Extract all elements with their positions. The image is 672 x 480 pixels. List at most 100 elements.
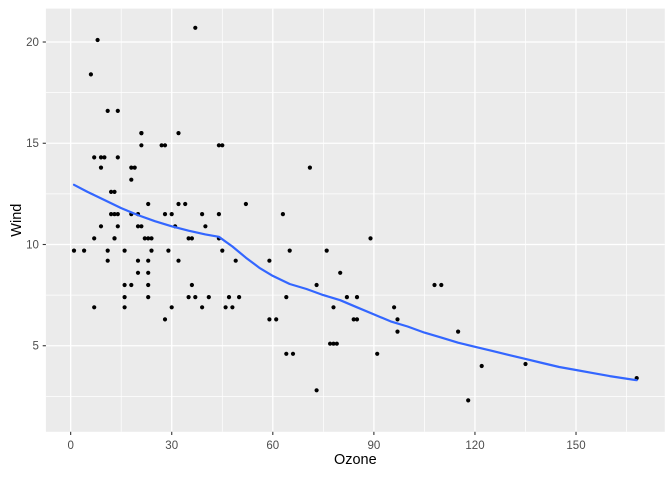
data-point — [395, 317, 400, 322]
data-point — [466, 398, 471, 403]
data-point — [375, 351, 380, 356]
data-point — [280, 212, 285, 217]
data-point — [331, 341, 336, 346]
data-point — [274, 317, 279, 322]
axis-tick-marks — [42, 41, 577, 435]
data-point — [112, 212, 117, 217]
data-point — [230, 305, 235, 310]
data-point — [122, 305, 127, 310]
data-point — [395, 329, 400, 334]
data-point — [392, 305, 397, 310]
data-point — [189, 282, 194, 288]
data-point — [200, 305, 205, 310]
x-axis-title: Ozone — [334, 452, 377, 468]
data-point — [105, 248, 110, 253]
data-point — [166, 248, 171, 253]
data-point — [200, 212, 205, 217]
data-point — [193, 295, 198, 300]
y-axis-tick-labels: 5 10 15 20 — [26, 37, 39, 353]
data-point — [139, 143, 144, 148]
data-point — [338, 270, 343, 275]
data-point — [206, 295, 211, 300]
data-point — [149, 248, 154, 253]
data-point — [314, 282, 319, 288]
data-point — [129, 177, 134, 182]
data-point — [122, 295, 127, 300]
data-point — [176, 201, 181, 207]
data-point — [186, 236, 191, 241]
data-point — [146, 295, 151, 300]
data-point — [142, 236, 147, 241]
data-point — [98, 224, 104, 229]
data-point — [287, 248, 292, 253]
data-point — [162, 143, 168, 148]
data-point — [135, 258, 141, 263]
data-point — [129, 165, 134, 170]
data-point — [351, 317, 356, 322]
data-point — [284, 295, 289, 300]
data-point — [176, 131, 181, 136]
data-point — [146, 270, 151, 275]
data-point — [354, 295, 360, 300]
data-point — [334, 341, 339, 346]
data-point — [344, 295, 349, 300]
data-point — [220, 248, 225, 253]
y-axis-tick-label: 10 — [26, 239, 39, 251]
data-point — [169, 212, 174, 217]
data-point — [102, 155, 107, 160]
x-axis-tick-label: 90 — [368, 440, 381, 452]
data-point — [139, 224, 144, 229]
data-point — [216, 143, 221, 148]
data-point — [331, 305, 336, 310]
data-point — [267, 317, 272, 322]
data-point — [324, 248, 329, 253]
data-point — [284, 351, 289, 356]
data-point — [135, 224, 141, 229]
data-point — [203, 224, 208, 229]
loess-smooth-line — [72, 183, 638, 382]
data-point — [105, 108, 110, 113]
data-point — [109, 212, 114, 217]
data-point — [122, 282, 127, 288]
data-point — [523, 361, 528, 367]
data-point — [132, 165, 137, 170]
y-axis-title: Wind — [9, 204, 25, 237]
x-axis-tick-label: 120 — [465, 440, 484, 452]
data-point — [243, 201, 248, 207]
data-point — [328, 341, 333, 346]
data-point — [159, 143, 164, 148]
data-point — [88, 72, 93, 77]
data-point — [186, 295, 191, 300]
data-point — [82, 248, 87, 253]
y-axis-tick-label: 20 — [26, 37, 39, 49]
y-axis-tick-label: 5 — [32, 341, 38, 353]
data-point — [193, 25, 198, 30]
x-axis-tick-label: 0 — [67, 440, 73, 452]
data-point — [169, 305, 174, 310]
data-point — [183, 201, 188, 207]
data-point — [122, 248, 127, 253]
y-axis-tick-label: 15 — [26, 138, 39, 150]
data-point — [135, 270, 141, 275]
data-point — [290, 351, 296, 356]
data-point — [162, 212, 168, 217]
data-point — [146, 282, 151, 288]
data-point — [237, 295, 242, 300]
data-point — [162, 317, 168, 322]
data-point — [92, 236, 97, 241]
data-point — [109, 189, 114, 194]
data-point — [95, 37, 100, 43]
data-point — [146, 201, 151, 207]
data-point — [92, 305, 97, 310]
data-point — [115, 212, 120, 217]
data-point — [92, 155, 97, 160]
data-point — [146, 236, 151, 241]
data-point — [368, 236, 373, 241]
data-point — [129, 282, 134, 288]
data-point — [307, 165, 312, 170]
data-point — [220, 143, 225, 148]
panel-grid-major — [45, 8, 665, 432]
data-point — [139, 131, 144, 136]
